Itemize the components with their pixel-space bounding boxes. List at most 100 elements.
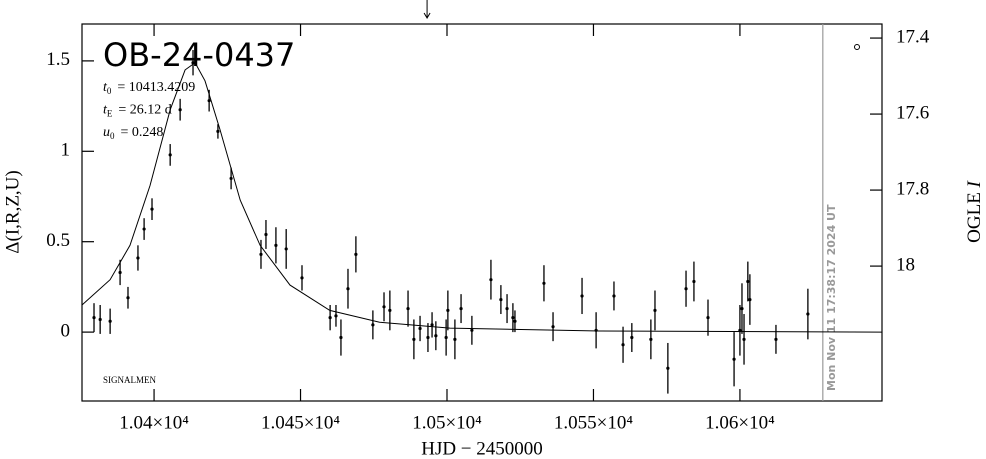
corner-marker xyxy=(854,44,860,50)
data-point xyxy=(284,247,288,251)
data-point xyxy=(406,307,410,311)
data-point xyxy=(92,316,96,320)
param-sub: 0 xyxy=(107,86,112,96)
param-text: = 26.12 d xyxy=(118,103,171,118)
data-point xyxy=(434,334,438,338)
y-tick-label: 1 xyxy=(61,140,71,161)
data-point xyxy=(339,335,343,340)
x-tick-label: 1.05×10⁴ xyxy=(412,412,482,433)
data-point xyxy=(706,316,710,320)
data-point xyxy=(612,294,616,298)
y2-label-text: OGLE xyxy=(964,187,985,242)
data-point xyxy=(742,337,746,341)
y-tick-label: 0.5 xyxy=(46,230,70,251)
y2-label-italic: I xyxy=(964,179,985,188)
data-point xyxy=(806,312,810,316)
data-point xyxy=(426,335,430,340)
data-point xyxy=(207,99,211,103)
data-point xyxy=(136,256,140,260)
data-point xyxy=(649,337,653,341)
data-point xyxy=(108,319,112,323)
data-point xyxy=(692,279,696,284)
data-point xyxy=(142,227,146,231)
y-tick-label: 0 xyxy=(61,320,71,341)
data-point xyxy=(740,307,744,311)
data-point xyxy=(98,317,102,322)
data-point xyxy=(168,153,172,157)
y2-tick-label: 18 xyxy=(896,254,915,275)
data-point xyxy=(444,335,448,340)
data-point xyxy=(371,323,375,327)
param: tE = 26.12 d xyxy=(103,103,172,119)
data-point xyxy=(334,314,338,318)
data-point xyxy=(594,328,598,332)
data-point xyxy=(274,243,278,247)
data-point xyxy=(150,207,154,211)
data-point xyxy=(551,325,555,329)
param: u0 = 0.248 xyxy=(103,125,163,141)
y2-tick-label: 17.6 xyxy=(896,102,929,123)
data-point xyxy=(511,316,515,320)
chart-title: OB-24-0437 xyxy=(103,36,295,74)
model-curve xyxy=(81,61,883,333)
param-text: = 0.248 xyxy=(121,125,164,140)
data-point xyxy=(446,308,450,313)
data-point xyxy=(216,129,220,134)
data-point xyxy=(621,343,625,347)
data-point xyxy=(126,296,130,300)
y2-tick-label: 17.4 xyxy=(896,26,930,47)
y2-axis-label: OGLE I xyxy=(964,179,985,242)
data-point xyxy=(259,252,263,256)
param-symbol: t xyxy=(103,103,108,118)
x-tick-label: 1.055×10⁴ xyxy=(554,412,633,433)
data-point xyxy=(118,270,122,275)
data-point xyxy=(388,308,392,313)
credit: SIGNALMEN xyxy=(103,375,156,385)
data-point xyxy=(732,357,736,361)
data-point xyxy=(499,297,503,302)
param-symbol: t xyxy=(103,80,108,95)
data-point xyxy=(382,305,386,309)
data-point xyxy=(418,326,422,331)
data-point xyxy=(738,328,742,332)
data-point xyxy=(328,316,332,320)
data-point xyxy=(513,319,517,323)
data-point xyxy=(489,278,493,282)
x-axis-label: HJD − 2450000 xyxy=(421,438,543,459)
x-tick-label: 1.045×10⁴ xyxy=(261,412,340,433)
data-point xyxy=(666,366,670,370)
data-point xyxy=(542,281,546,285)
data-point xyxy=(580,294,584,298)
param-text: = 10413.4209 xyxy=(117,80,195,95)
data-point xyxy=(470,328,474,332)
param: t0 = 10413.4209 xyxy=(103,80,195,96)
y2-tick-label: 17.8 xyxy=(896,178,929,199)
plot-frame xyxy=(81,23,883,402)
x-tick-label: 1.04×10⁴ xyxy=(119,412,189,433)
param-sub: 0 xyxy=(110,131,115,141)
data-point xyxy=(746,279,750,284)
data-point xyxy=(684,287,688,291)
arrow xyxy=(423,0,431,19)
data-point xyxy=(774,337,778,341)
data-point xyxy=(264,232,268,237)
data-point xyxy=(354,252,358,256)
param-symbol: u xyxy=(103,125,110,140)
data-point xyxy=(412,337,416,341)
y-axis-label: Δ(I,R,Z,U) xyxy=(2,170,23,253)
y-tick-label: 1.5 xyxy=(46,49,70,70)
data-point xyxy=(178,108,182,112)
param-sub: E xyxy=(107,109,113,119)
data-point xyxy=(346,287,350,291)
data-point xyxy=(453,337,457,341)
data-point xyxy=(630,335,634,340)
data-point xyxy=(653,308,657,313)
x-tick-label: 1.06×10⁴ xyxy=(705,412,775,433)
now-label: Mon Nov 11 17:38:17 2024 UT xyxy=(825,204,838,391)
data-point xyxy=(229,176,233,181)
data-point xyxy=(748,297,752,302)
data-point xyxy=(300,276,304,280)
data-point xyxy=(459,307,463,311)
data-point xyxy=(430,323,434,327)
